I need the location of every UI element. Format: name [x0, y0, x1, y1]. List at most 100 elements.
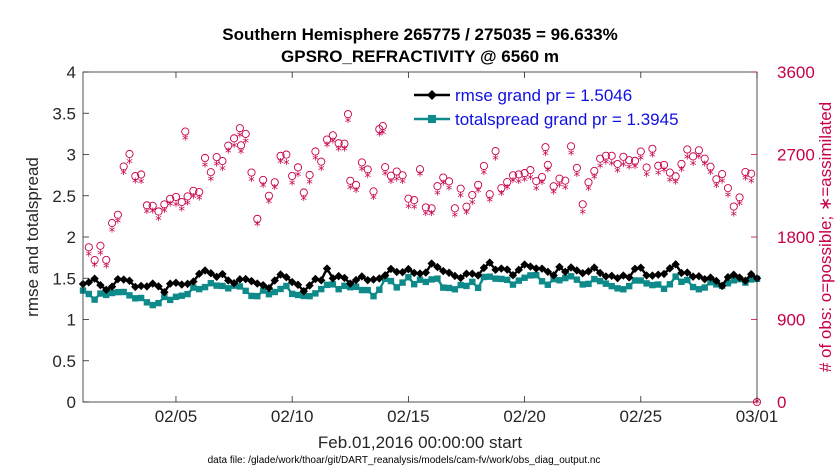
obs-possible-marker	[317, 157, 326, 166]
obs-possible-marker	[171, 192, 181, 201]
obs-assimilated-marker: *	[417, 170, 424, 185]
obs-possible-marker	[270, 178, 279, 187]
obs-assimilated-marker: *	[394, 175, 401, 190]
rmse-marker	[229, 278, 239, 288]
legend-rmse-marker	[427, 90, 437, 100]
rmse-marker	[369, 275, 378, 284]
totalspread-marker	[283, 282, 290, 290]
obs-assimilated-marker: *	[638, 154, 645, 169]
rmse-marker	[253, 279, 262, 288]
obs-assimilated-marker: *	[324, 141, 331, 156]
obs-possible-marker	[392, 167, 401, 176]
rmse-marker	[404, 264, 413, 274]
rmse-marker	[514, 265, 523, 275]
totalspread-marker	[655, 281, 662, 288]
obs-assimilated-marker: *	[132, 177, 139, 192]
obs-possible-marker	[503, 178, 512, 187]
totalspread-marker	[527, 272, 534, 279]
obs-assimilated-marker: *	[608, 159, 615, 174]
obs-possible-marker	[84, 243, 93, 252]
obs-assimilated-marker: *	[457, 191, 464, 206]
rmse-marker	[160, 288, 169, 297]
totalspread-marker	[190, 284, 197, 291]
totalspread-marker	[695, 286, 703, 293]
rmse-marker	[235, 275, 245, 284]
obs-assimilated-marker: *	[643, 170, 650, 185]
totalspread-marker	[678, 278, 685, 286]
rmse-marker	[375, 274, 384, 283]
rmse-marker	[677, 268, 686, 278]
obs-possible-marker	[415, 165, 425, 174]
rmse-marker	[502, 265, 512, 274]
obs-possible-marker	[212, 153, 221, 162]
obs-possible-marker	[665, 168, 674, 177]
rmse-marker	[694, 272, 704, 281]
rmse-marker	[729, 270, 738, 279]
chart-title: Southern Hemisphere 265775 / 275035 = 96…	[222, 25, 617, 44]
totalspread-marker	[730, 277, 737, 284]
obs-assimilated-marker: *	[202, 160, 209, 175]
obs-possible-marker	[154, 207, 163, 216]
rmse-marker	[746, 270, 756, 279]
obs-possible-marker	[474, 180, 483, 189]
rmse-marker	[293, 280, 303, 289]
obs-possible-marker	[328, 131, 337, 140]
totalspread-marker	[724, 280, 732, 287]
obs-assimilated-marker: *	[486, 195, 493, 210]
obs-possible-marker	[386, 171, 395, 180]
totalspread-marker	[201, 283, 209, 291]
obs-possible-marker	[346, 176, 355, 185]
obs-assimilated-marker: *	[754, 397, 761, 412]
rmse-marker	[537, 264, 547, 273]
rmse-marker	[346, 279, 355, 288]
totalspread-marker	[608, 282, 615, 290]
rmse-marker	[665, 264, 675, 273]
y-tick-label: 1.5	[52, 269, 76, 288]
obs-assimilated-marker: *	[364, 171, 371, 186]
obs-assimilated-marker: *	[190, 192, 197, 207]
rmse-marker	[630, 264, 640, 274]
obs-assimilated-marker: *	[469, 198, 476, 213]
obs-possible-marker	[508, 171, 518, 180]
rmse-marker	[357, 272, 367, 281]
totalspread-marker	[161, 293, 168, 301]
obs-possible-marker	[259, 175, 268, 184]
obs-possible-marker	[706, 162, 715, 171]
y-tick-label: 2	[67, 228, 76, 247]
obs-possible-marker	[549, 182, 558, 191]
obs-assimilated-marker: *	[690, 159, 697, 174]
obs-assimilated-marker: *	[736, 199, 743, 214]
totalspread-marker	[312, 290, 319, 297]
obs-assimilated-marker: *	[277, 157, 284, 172]
obs-assimilated-marker: *	[504, 183, 511, 198]
obs-assimilated-marker: *	[353, 186, 360, 201]
rmse-marker	[532, 264, 541, 273]
obs-possible-marker	[236, 141, 246, 150]
obs-assimilated-marker: *	[161, 206, 168, 221]
y-tick-label: 0.5	[52, 352, 76, 371]
totalspread-marker	[149, 301, 156, 309]
obs-possible-marker	[125, 149, 134, 159]
rmse-marker	[700, 274, 709, 284]
totalspread-marker	[196, 285, 203, 293]
chart-subtitle: GPSRO_REFRACTIVITY @ 6560 m	[281, 47, 559, 66]
obs-assimilated-marker: *	[649, 151, 656, 166]
rmse-marker	[363, 275, 372, 285]
totalspread-marker	[376, 286, 383, 294]
x-tick-label: 02/20	[503, 407, 546, 426]
totalspread-marker	[707, 279, 714, 286]
totalspread-marker	[277, 285, 284, 293]
obs-assimilated-marker: *	[516, 177, 523, 192]
rmse-marker	[119, 275, 128, 284]
totalspread-marker	[416, 276, 424, 283]
totalspread-marker	[469, 278, 476, 286]
obs-assimilated-marker: *	[289, 179, 296, 194]
obs-assimilated-marker: *	[667, 175, 674, 190]
obs-assimilated-marker: *	[661, 165, 668, 180]
rmse-marker	[276, 270, 285, 279]
rmse-marker	[479, 263, 489, 273]
rmse-marker	[601, 272, 611, 281]
totalspread-marker	[614, 285, 621, 292]
rmse-marker	[642, 271, 651, 280]
obs-assimilated-marker: *	[341, 144, 348, 159]
